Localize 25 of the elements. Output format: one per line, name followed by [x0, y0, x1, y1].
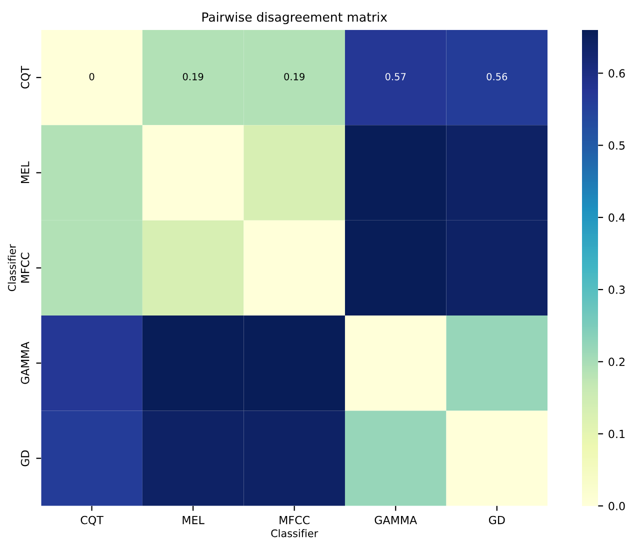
y-tick-label: GAMMA — [20, 342, 30, 384]
color-bar-label: 0.0 — [608, 502, 625, 510]
color-bar-label: 0.2 — [608, 358, 624, 366]
data-label: 0 — [89, 72, 94, 80]
data-label: 0.19 — [182, 72, 204, 80]
x-tick-label: MFCC — [280, 516, 310, 524]
color-bar-label: 0.5 — [608, 141, 625, 150]
x-tick-label: CQT — [80, 516, 104, 526]
x-axis-title: Classifier — [271, 529, 318, 538]
y-tick-label: MEL — [21, 161, 30, 184]
chart-title: Pairwise disagreement matrix — [202, 12, 388, 24]
y-tick-label: CQT — [20, 66, 31, 89]
color-bar-label: 0.1 — [608, 430, 625, 438]
color-bar-label: 0.3 — [608, 286, 625, 294]
y-tick-label: MFCC — [20, 252, 30, 283]
y-tick-label: GD — [20, 450, 30, 466]
data-label: 0.19 — [284, 72, 304, 80]
data-label: 0.56 — [486, 72, 508, 80]
color-bar-label: 0.6 — [608, 69, 625, 78]
y-axis-title: Classifier — [8, 244, 16, 292]
x-tick-label: GD — [488, 516, 505, 524]
data-label: 0.57 — [385, 72, 406, 80]
color-bar-label: 0.4 — [608, 213, 625, 222]
x-tick-label: GAMMA — [374, 516, 418, 524]
x-tick-label: MEL — [182, 516, 204, 524]
